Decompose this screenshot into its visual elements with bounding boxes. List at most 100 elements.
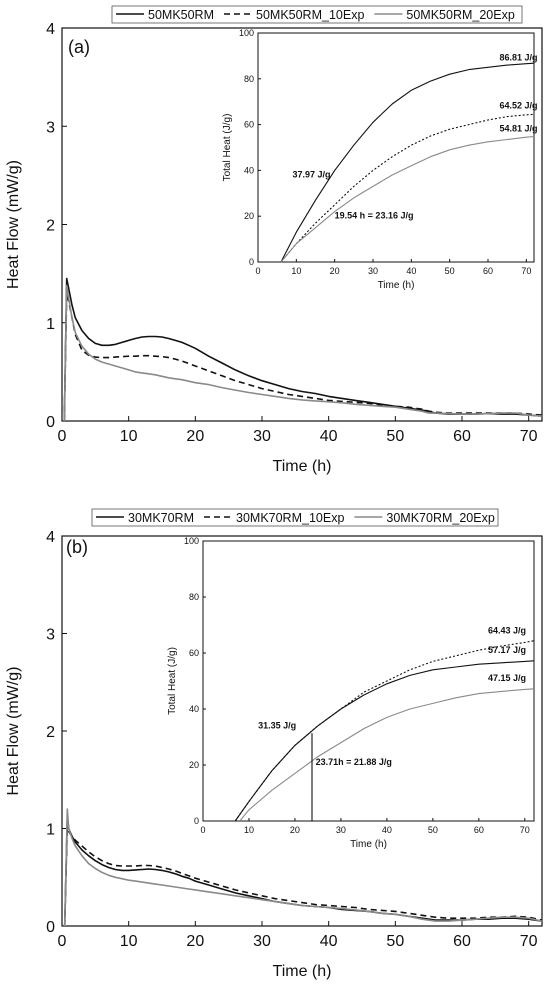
panel-b-series-line-1 xyxy=(63,822,543,927)
panel-a-inset-y-axis-label: Total Heat (J/g) xyxy=(222,114,233,182)
panel-a-x-tick-label: 20 xyxy=(186,428,204,445)
panel-a-inset-inset-background xyxy=(258,33,534,262)
panel-b-x-tick-label: 50 xyxy=(386,933,404,950)
panel-a-inset-y-tick-label: 100 xyxy=(239,28,254,38)
panel-a-inset-series-line-2 xyxy=(280,135,535,263)
panel-a-y-tick-label: 3 xyxy=(46,119,55,136)
panel-b-x-tick-label: 40 xyxy=(320,933,338,950)
panel-a-inset-annotation-0: 86.81 J/g xyxy=(500,52,538,62)
panel-a-x-tick-label: 40 xyxy=(320,428,338,445)
panel-a-inset-x-axis-label: Time (h) xyxy=(378,280,415,291)
panel-b-inset-x-tick-label: 10 xyxy=(244,825,254,835)
panel-b-y-tick-label: 2 xyxy=(46,724,55,741)
panel-b-inset-y-axis-label: Total Heat (J/g) xyxy=(167,647,178,715)
panel-b-x-tick-label: 60 xyxy=(453,933,471,950)
panel-a-inset-x-tick-label: 40 xyxy=(406,266,416,276)
panel-b-legend-label-1: 30MK70RM_10Exp xyxy=(236,511,344,525)
panel-b-series-line-0 xyxy=(63,816,543,927)
panel-b-inset-annotation-1: 57.17 J/g xyxy=(488,645,526,655)
panel-a-inset-plot-frame xyxy=(257,32,535,263)
panel-a-inset-x-tick-label: 50 xyxy=(445,266,455,276)
panel-b-inset-annotation-3: 31.35 J/g xyxy=(258,721,296,731)
panel-a-inset-annotation-3: 37.97 J/g xyxy=(293,169,331,179)
panel-a-inset-y-tick-label: 60 xyxy=(244,120,254,130)
panel-a-y-tick-label: 4 xyxy=(46,21,55,38)
panel-a-inset-series-line-0 xyxy=(280,62,535,263)
panel-b-y-tick-label: 0 xyxy=(46,919,55,936)
panel-b-inset-x-tick-label: 60 xyxy=(474,825,484,835)
panel-b-chart: 0 10 20 30 40 50 60 70 0 1 2 3 4 (b) Time (h) Heat Flow… xyxy=(5,508,543,980)
panel-b-legend-frame xyxy=(91,508,499,527)
panel-a-inset-y-tick-label: 80 xyxy=(244,74,254,84)
panel-a-y-axis-label: Heat Flow (mW/g) xyxy=(5,160,22,289)
panel-a-series-line-1 xyxy=(63,292,543,422)
panel-b-series-line-2 xyxy=(63,808,543,927)
panel-a-x-tick-label: 30 xyxy=(253,428,271,445)
panel-a-inset-x-tick-label: 10 xyxy=(291,266,301,276)
panel-a-x-tick-label: 10 xyxy=(120,428,138,445)
panel-b-y-tick-label: 4 xyxy=(46,529,55,546)
panel-b-x-axis-label: Time (h) xyxy=(273,963,332,980)
panel-b-inset-y-tick-label: 80 xyxy=(189,592,199,602)
panel-a-y-tick-label: 2 xyxy=(46,218,55,235)
panel-a-legend: 50MK50RM 50MK50RM_10Exp 50MK50RM_20Exp xyxy=(111,5,523,24)
panel-a-inset-x-tick-label: 60 xyxy=(483,266,493,276)
panel-b-x-tick-label: 30 xyxy=(253,933,271,950)
panel-b-x-tick-label: 0 xyxy=(58,933,67,950)
panel-b-legend: 30MK70RM 30MK70RM_10Exp 30MK70RM_20Exp xyxy=(91,508,499,527)
panel-a-panel-label: (a) xyxy=(68,37,90,57)
panel-a-inset-x-tick-label: 70 xyxy=(521,266,531,276)
panel-b-inset-y-tick-label: 0 xyxy=(194,816,199,826)
panel-b-inset-series-line-1 xyxy=(234,640,535,822)
panel-b-x-tick-label: 20 xyxy=(186,933,204,950)
panel-b-inset-y-tick-label: 20 xyxy=(189,760,199,770)
panel-a-inset-annotation-4: 19.54 h = 23.16 J/g xyxy=(335,210,414,220)
panel-b-y-tick-label: 1 xyxy=(46,822,55,839)
panel-b-inset-x-tick-label: 40 xyxy=(382,825,392,835)
panel-b-inset-y-tick-label: 40 xyxy=(189,704,199,714)
panel-b-inset-inset-background xyxy=(203,541,534,821)
panel-a-inset-y-tick-label: 20 xyxy=(244,211,254,221)
panel-b-inset-y-tick-label: 100 xyxy=(184,536,199,546)
panel-b-inset-x-tick-label: 50 xyxy=(428,825,438,835)
panel-b-panel-label: (b) xyxy=(66,537,88,557)
panel-a-legend-label-2: 50MK50RM_20Exp xyxy=(406,8,514,22)
panel-b-inset-annotation-0: 64.43 J/g xyxy=(488,625,526,635)
panel-a-y-tick-label: 0 xyxy=(46,414,55,431)
panel-b-inset-x-tick-label: 30 xyxy=(336,825,346,835)
panel-a-inset-y-tick-label: 40 xyxy=(244,165,254,175)
panel-b-inset-chart: 0 10 20 30 40 50 60 70 0 20 40 60 80 100 64.43 J/g 57.1… xyxy=(167,536,535,850)
panel-a-inset-annotation-1: 64.52 J/g xyxy=(500,101,538,111)
panel-b-inset-x-tick-label: 0 xyxy=(200,825,205,835)
panel-a-x-tick-label: 60 xyxy=(453,428,471,445)
panel-a-x-tick-label: 70 xyxy=(520,428,538,445)
panel-a-x-axis-label: Time (h) xyxy=(273,458,332,475)
panel-a-inset-x-tick-label: 0 xyxy=(255,266,260,276)
panel-a-chart: 0 10 20 30 40 50 60 70 0 1 2 3 4 (a) Time (h) Heat Flow… xyxy=(5,5,543,475)
panel-b-inset-x-tick-label: 20 xyxy=(290,825,300,835)
panel-b-legend-label-2: 30MK70RM_20Exp xyxy=(386,511,494,525)
panel-b-inset-annotation-4: 23.71h = 21.88 J/g xyxy=(316,757,392,767)
panel-b-y-tick-label: 3 xyxy=(46,627,55,644)
panel-b-inset-y-tick-label: 60 xyxy=(189,648,199,658)
panel-b-y-axis-label: Heat Flow (mW/g) xyxy=(5,667,22,796)
panel-b-inset-plot-frame xyxy=(202,540,535,822)
panel-a-x-tick-label: 0 xyxy=(58,428,67,445)
panel-a-series-line-2 xyxy=(63,284,543,422)
panel-a-legend-label-0: 50MK50RM xyxy=(148,8,214,22)
panel-b-inset-x-tick-label: 70 xyxy=(520,825,530,835)
panel-a-inset-x-tick-label: 30 xyxy=(368,266,378,276)
panel-a-y-tick-label: 1 xyxy=(46,316,55,333)
panel-b-inset-series-line-2 xyxy=(239,688,535,822)
panel-b-x-tick-label: 70 xyxy=(520,933,538,950)
panel-b-inset-annotation-2: 47.15 J/g xyxy=(488,673,526,683)
panel-a-legend-frame xyxy=(111,5,523,24)
panel-a-inset-chart: 0 10 20 30 40 50 60 70 0 20 40 60 80 100 86.81 J/g 64.5… xyxy=(222,28,538,291)
panel-a-x-tick-label: 50 xyxy=(386,428,404,445)
panel-b-inset-x-axis-label: Time (h) xyxy=(350,839,387,850)
panel-a-inset-series-line-1 xyxy=(280,113,535,263)
panel-a-inset-x-tick-label: 20 xyxy=(330,266,340,276)
panel-a-inset-annotation-2: 54.81 J/g xyxy=(500,123,538,133)
